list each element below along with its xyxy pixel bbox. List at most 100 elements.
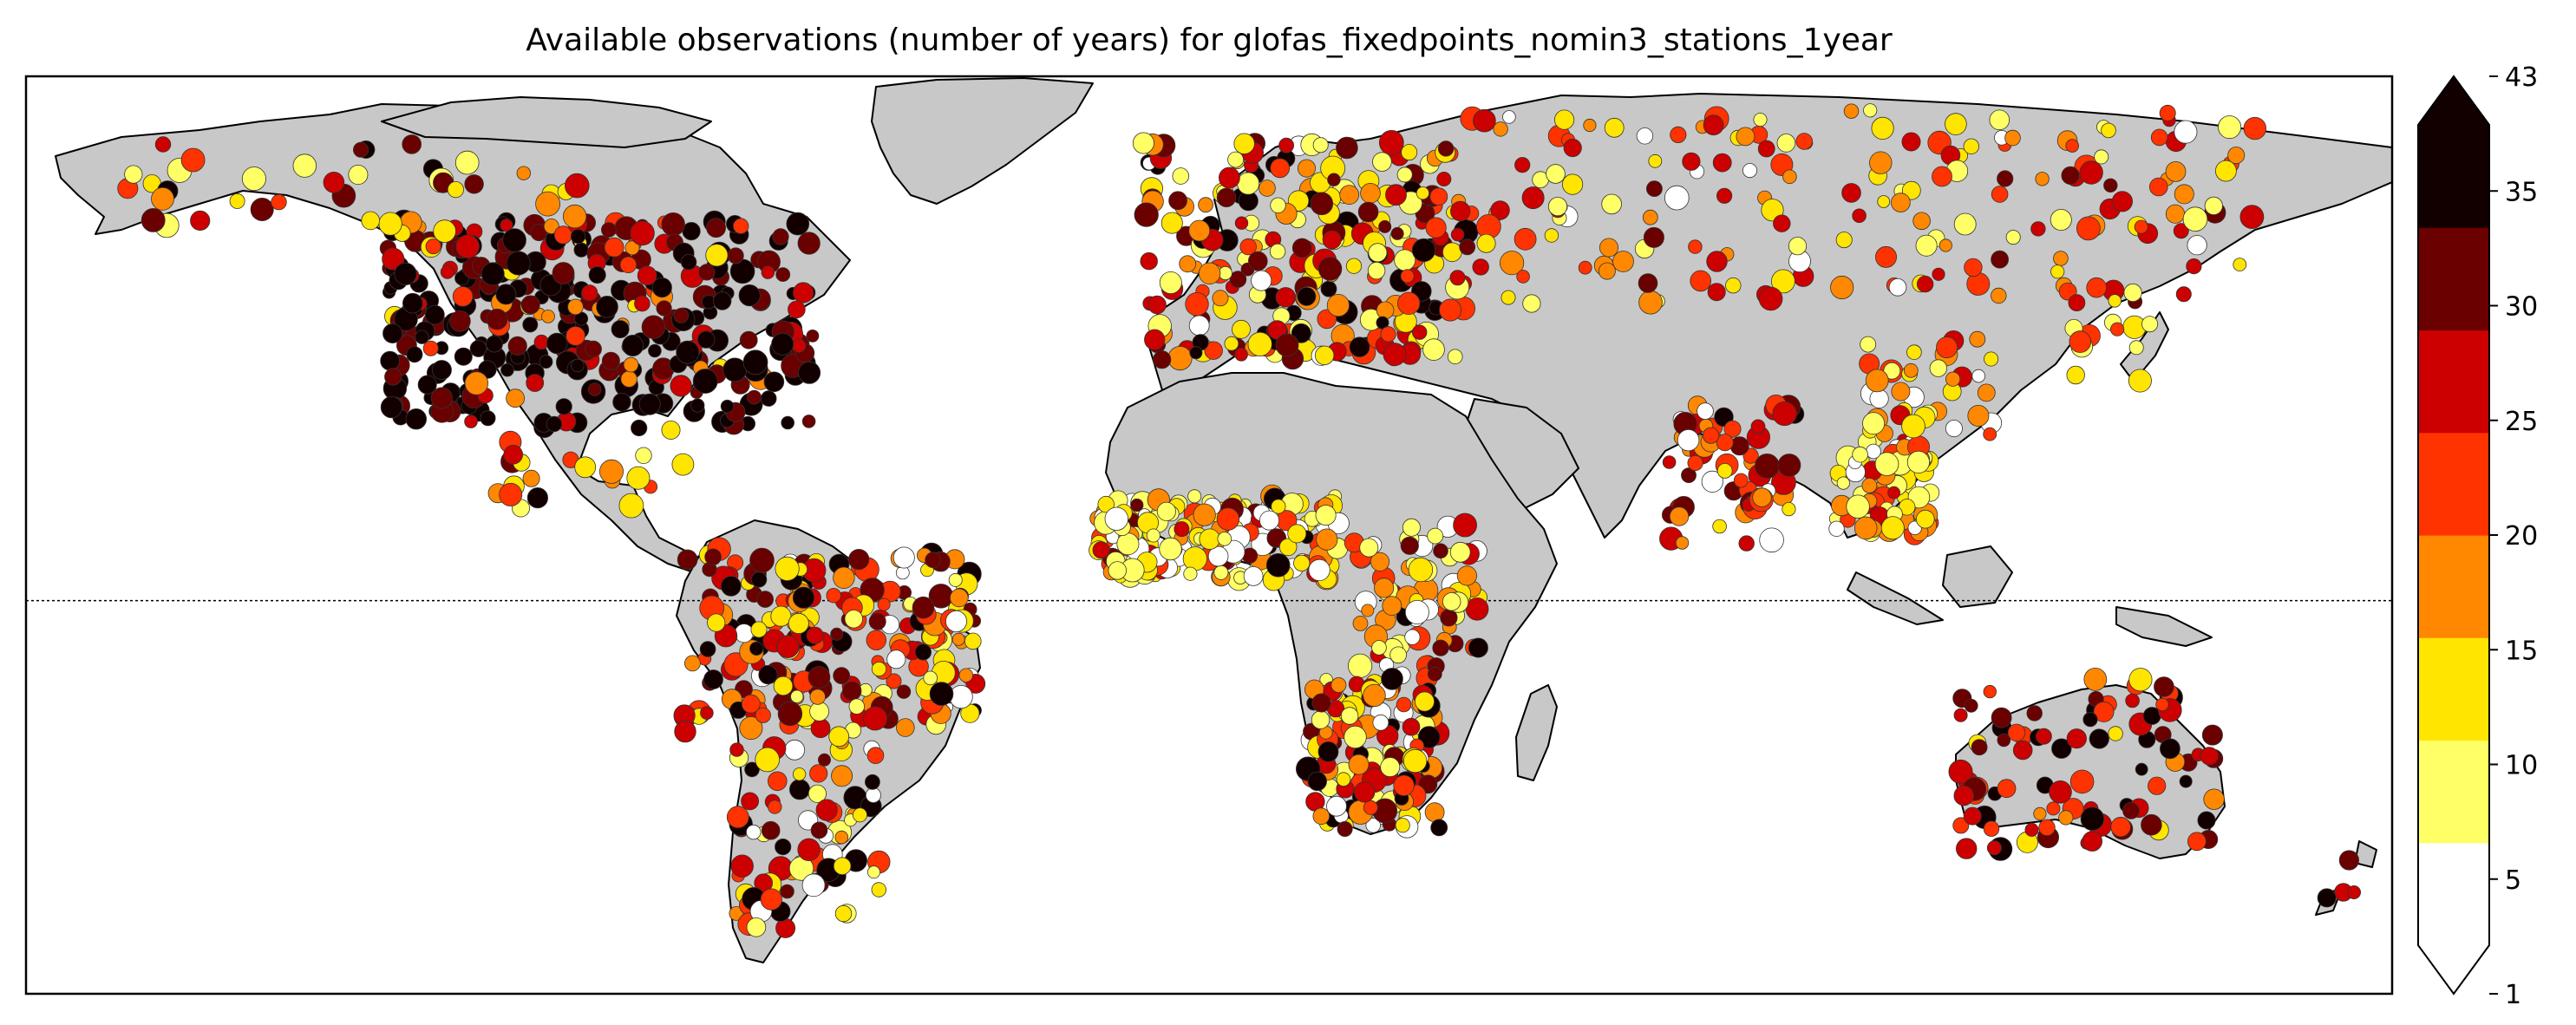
station-marker bbox=[1372, 714, 1389, 731]
station-marker bbox=[555, 398, 572, 415]
station-marker bbox=[1270, 158, 1291, 179]
station-marker bbox=[792, 338, 807, 353]
station-marker bbox=[1400, 269, 1415, 284]
station-marker bbox=[677, 549, 698, 571]
station-marker bbox=[2317, 888, 2337, 908]
station-marker bbox=[1712, 153, 1732, 173]
station-marker bbox=[1345, 258, 1363, 274]
station-marker bbox=[1183, 566, 1198, 581]
station-marker bbox=[1172, 167, 1190, 185]
station-marker bbox=[1936, 336, 1958, 359]
station-marker bbox=[848, 548, 870, 571]
station-marker bbox=[1991, 250, 2010, 269]
station-marker bbox=[806, 329, 820, 343]
station-marker bbox=[792, 767, 807, 781]
station-marker bbox=[1983, 820, 2000, 837]
station-marker bbox=[750, 571, 768, 588]
station-marker bbox=[229, 193, 245, 209]
station-marker bbox=[1490, 200, 1510, 220]
station-marker bbox=[1233, 133, 1255, 154]
station-marker bbox=[464, 415, 478, 428]
station-marker bbox=[250, 197, 274, 221]
station-marker bbox=[1874, 452, 1899, 476]
station-marker bbox=[2135, 762, 2148, 776]
station-marker bbox=[2182, 206, 2208, 232]
station-marker bbox=[2141, 813, 2162, 836]
station-marker bbox=[1716, 187, 1733, 204]
station-marker bbox=[1340, 707, 1359, 725]
station-marker bbox=[1830, 275, 1854, 300]
station-marker bbox=[773, 676, 794, 696]
station-marker bbox=[833, 566, 855, 590]
station-marker bbox=[2173, 223, 2189, 239]
station-marker bbox=[2243, 116, 2267, 140]
station-marker bbox=[1521, 186, 1545, 210]
station-marker bbox=[2159, 104, 2176, 121]
station-marker bbox=[807, 784, 827, 803]
station-marker bbox=[141, 207, 166, 232]
station-marker bbox=[781, 415, 794, 430]
station-marker bbox=[526, 486, 549, 509]
station-marker bbox=[1212, 290, 1229, 307]
station-marker bbox=[1348, 754, 1370, 775]
station-marker bbox=[1422, 338, 1445, 361]
station-marker bbox=[1322, 230, 1342, 250]
station-marker bbox=[734, 623, 754, 643]
station-marker bbox=[1669, 506, 1690, 526]
station-marker bbox=[1969, 330, 1986, 348]
colorbar-tick-label: 35 bbox=[2505, 177, 2538, 207]
station-marker bbox=[1642, 209, 1658, 225]
station-marker bbox=[1251, 270, 1272, 291]
station-marker bbox=[1865, 369, 1889, 393]
station-marker bbox=[1706, 251, 1728, 272]
station-marker bbox=[1363, 800, 1378, 815]
station-marker bbox=[2165, 160, 2187, 182]
station-marker bbox=[641, 315, 666, 339]
station-marker bbox=[1776, 134, 1796, 153]
station-marker bbox=[1130, 498, 1144, 512]
station-marker bbox=[1707, 283, 1726, 302]
station-marker bbox=[834, 904, 853, 923]
station-marker bbox=[546, 415, 563, 433]
station-marker bbox=[599, 459, 624, 484]
station-marker bbox=[763, 371, 785, 393]
station-marker bbox=[1265, 552, 1291, 578]
station-marker bbox=[929, 682, 954, 706]
station-marker bbox=[772, 228, 789, 245]
station-marker bbox=[661, 420, 681, 440]
station-marker bbox=[541, 309, 555, 323]
station-marker bbox=[1690, 270, 1711, 292]
station-marker bbox=[775, 267, 791, 283]
station-marker bbox=[1216, 187, 1237, 208]
station-marker bbox=[2080, 806, 2105, 831]
station-marker bbox=[564, 173, 590, 199]
station-marker bbox=[842, 681, 862, 702]
station-marker bbox=[792, 282, 814, 304]
station-marker bbox=[1442, 592, 1461, 611]
station-marker bbox=[1759, 527, 1784, 553]
station-marker bbox=[1199, 528, 1220, 550]
station-marker bbox=[2004, 129, 2021, 147]
station-marker bbox=[588, 266, 606, 284]
station-marker bbox=[2093, 701, 2115, 722]
station-marker bbox=[271, 193, 287, 211]
station-marker bbox=[760, 888, 782, 911]
station-marker bbox=[1401, 144, 1418, 161]
station-marker bbox=[1372, 152, 1392, 172]
station-marker bbox=[454, 150, 480, 175]
station-marker bbox=[1219, 166, 1240, 189]
station-marker bbox=[1271, 499, 1286, 514]
station-marker bbox=[680, 254, 697, 271]
station-marker bbox=[394, 262, 417, 285]
station-marker bbox=[637, 265, 657, 286]
station-marker bbox=[1703, 114, 1724, 136]
station-marker bbox=[1234, 347, 1248, 362]
station-marker bbox=[1738, 535, 1755, 552]
station-marker bbox=[1725, 277, 1742, 294]
station-marker bbox=[566, 326, 585, 346]
station-marker bbox=[684, 655, 701, 672]
station-marker bbox=[2033, 806, 2047, 821]
station-marker bbox=[2083, 668, 2108, 691]
station-marker bbox=[771, 332, 794, 356]
station-marker bbox=[1989, 109, 2010, 131]
